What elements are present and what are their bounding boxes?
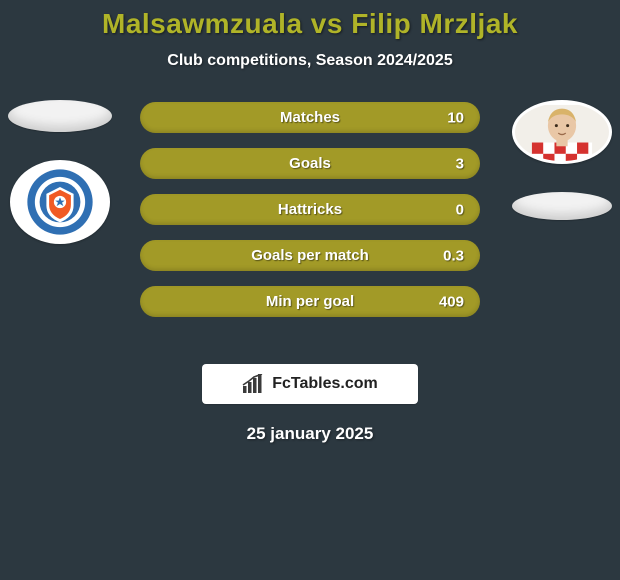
right-player-column — [512, 100, 612, 220]
stat-value-right: 3 — [456, 155, 464, 172]
club-badge-icon — [26, 168, 94, 236]
stat-bar: Goals per match 0.3 — [140, 240, 480, 271]
player1-club-badge — [10, 160, 110, 244]
content-row: Matches 10 Goals 3 Hattricks 0 Goals per match… — [0, 100, 620, 340]
attribution-text: FcTables.com — [272, 375, 378, 393]
stat-label: Goals per match — [251, 247, 369, 264]
page-title: Malsawmzuala vs Filip Mrzljak — [0, 0, 620, 40]
bar-chart-icon — [242, 374, 266, 394]
stat-value-right: 0 — [456, 201, 464, 218]
player1-avatar-placeholder — [8, 100, 112, 132]
stat-label: Hattricks — [278, 201, 342, 218]
attribution-badge: FcTables.com — [202, 364, 418, 404]
date-line: 25 january 2025 — [0, 424, 620, 444]
subtitle: Club competitions, Season 2024/2025 — [0, 52, 620, 70]
stats-bars: Matches 10 Goals 3 Hattricks 0 Goals per match… — [140, 100, 480, 317]
comparison-card: Malsawmzuala vs Filip Mrzljak Club compe… — [0, 0, 620, 580]
stat-label: Goals — [289, 155, 331, 172]
left-player-column — [8, 100, 112, 244]
player-photo-icon — [515, 103, 609, 164]
player2-club-placeholder — [512, 192, 612, 220]
stat-label: Matches — [280, 109, 340, 126]
stat-bar: Min per goal 409 — [140, 286, 480, 317]
stat-value-right: 409 — [439, 293, 464, 310]
stat-bar: Matches 10 — [140, 102, 480, 133]
stat-label: Min per goal — [266, 293, 354, 310]
stat-bar: Goals 3 — [140, 148, 480, 179]
stat-bar: Hattricks 0 — [140, 194, 480, 225]
stat-value-right: 10 — [447, 109, 464, 126]
player2-photo — [512, 100, 612, 164]
stat-value-right: 0.3 — [443, 247, 464, 264]
